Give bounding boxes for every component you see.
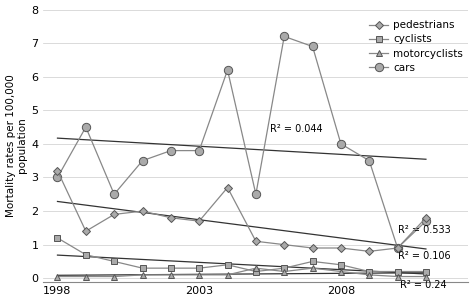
Y-axis label: Mortality rates per 100,000
population: Mortality rates per 100,000 population [6, 74, 27, 217]
Legend: pedestrians, cyclists, motorcyclists, cars: pedestrians, cyclists, motorcyclists, ca… [369, 20, 463, 73]
Text: R² = 0.533: R² = 0.533 [398, 225, 450, 235]
Text: R² = 0.106: R² = 0.106 [398, 251, 450, 261]
Text: R² = 0.24: R² = 0.24 [401, 280, 447, 290]
Text: R² = 0.044: R² = 0.044 [270, 124, 323, 134]
